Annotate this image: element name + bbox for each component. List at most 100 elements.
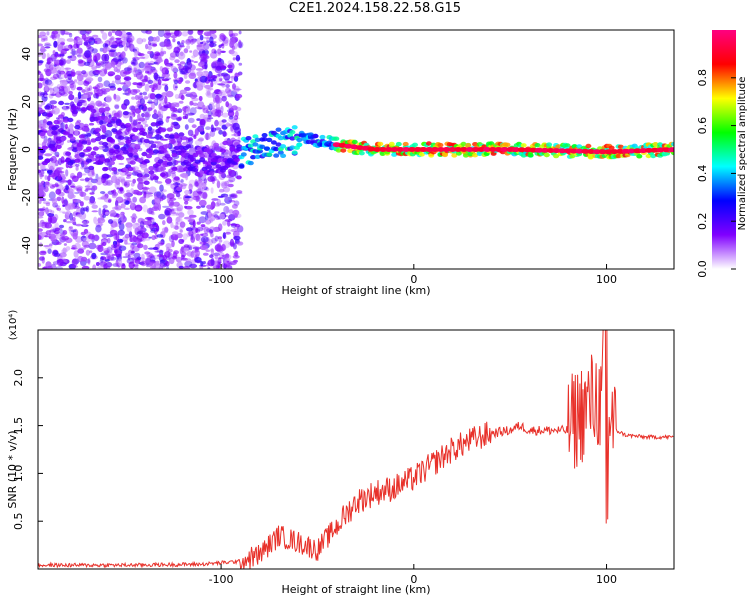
x-tick-label: -100: [209, 573, 234, 586]
heatmap-cell: [81, 241, 89, 248]
heatmap-cell: [227, 103, 233, 110]
heatmap-cell: [195, 181, 199, 187]
heatmap-cell: [161, 92, 168, 97]
heatmap-cell: [133, 69, 137, 73]
heatmap-cell: [38, 188, 45, 196]
heatmap-cell: [168, 257, 175, 265]
heatmap-cell: [121, 51, 126, 59]
heatmap-cell: [122, 150, 129, 155]
heatmap-cell: [44, 94, 48, 98]
heatmap-cell: [59, 79, 68, 87]
heatmap-cell: [373, 147, 382, 152]
heatmap-cell: [43, 245, 51, 247]
heatmap-cell: [74, 158, 81, 163]
heatmap-cell: [130, 119, 139, 126]
heatmap-cell: [186, 227, 193, 232]
heatmap-cell: [598, 149, 607, 155]
heatmap-cell: [581, 148, 590, 154]
heatmap-cell: [291, 125, 298, 130]
heatmap-cell: [451, 153, 458, 158]
heatmap-cell: [425, 141, 432, 146]
heatmap-cell: [585, 143, 592, 149]
heatmap-cell: [64, 123, 68, 130]
heatmap-cell: [120, 124, 127, 129]
heatmap-cell: [169, 106, 176, 112]
heatmap-cell: [63, 243, 67, 246]
heatmap-cell: [218, 239, 223, 243]
heatmap-cell: [164, 133, 171, 139]
heatmap-cell: [38, 34, 42, 39]
heatmap-cell: [69, 212, 73, 221]
heatmap-cell: [154, 141, 159, 144]
heatmap-cell: [144, 124, 149, 127]
heatmap-cell: [143, 110, 151, 114]
heatmap-cell: [174, 59, 180, 63]
heatmap-cell: [57, 174, 62, 180]
heatmap-cell: [193, 134, 197, 139]
heatmap-cell: [219, 202, 226, 206]
heatmap-cell: [50, 155, 57, 164]
heatmap-cell: [117, 58, 122, 62]
heatmap-cell: [166, 156, 173, 161]
heatmap-cell: [431, 147, 439, 152]
heatmap-cell: [104, 265, 108, 268]
heatmap-cell: [169, 52, 177, 58]
heatmap-cell: [148, 36, 154, 42]
heatmap-cell: [207, 114, 212, 118]
heatmap-cell: [88, 242, 97, 250]
heatmap-cell: [128, 231, 133, 238]
heatmap-cell: [198, 199, 207, 207]
heatmap-cell: [89, 192, 95, 195]
heatmap-cell: [92, 234, 100, 241]
heatmap-cell: [211, 198, 219, 201]
heatmap-cell: [49, 100, 58, 105]
heatmap-cell: [146, 134, 152, 139]
heatmap-cell: [225, 253, 230, 259]
heatmap-cell: [49, 87, 55, 95]
heatmap-cell: [178, 116, 183, 121]
heatmap-cell: [126, 174, 132, 177]
heatmap-cell: [88, 70, 96, 77]
heatmap-cell: [222, 258, 228, 264]
heatmap-cell: [197, 187, 202, 196]
heatmap-cell: [236, 144, 243, 149]
heatmap-cell: [166, 161, 173, 166]
heatmap-cell: [68, 94, 75, 101]
heatmap-cell: [95, 224, 102, 233]
heatmap-cell: [234, 72, 240, 77]
heatmap-cell: [170, 121, 175, 128]
heatmap-cell: [227, 60, 232, 66]
heatmap-cell: [236, 190, 243, 194]
heatmap-cell: [259, 144, 266, 149]
heatmap-cell: [147, 40, 151, 46]
heatmap-cell: [52, 50, 56, 55]
heatmap-cell: [38, 43, 43, 47]
heatmap-cell: [41, 38, 46, 42]
heatmap-cell: [147, 126, 153, 131]
heatmap-cell: [148, 186, 157, 194]
heatmap-cell: [118, 162, 125, 165]
heatmap-cell: [65, 151, 72, 156]
heatmap-cell: [207, 176, 215, 182]
heatmap-cell: [230, 75, 234, 82]
heatmap-cell: [132, 135, 139, 140]
y-tick-label: 1.5: [12, 417, 25, 435]
heatmap-cell: [189, 50, 193, 53]
heatmap-cell: [177, 41, 181, 45]
heatmap-cell: [202, 183, 207, 190]
heatmap-cell: [86, 88, 90, 94]
heatmap-cell: [191, 124, 197, 129]
heatmap-cell: [155, 266, 162, 269]
heatmap-cell: [43, 186, 49, 193]
heatmap-cell: [224, 196, 233, 204]
heatmap-cell: [55, 167, 64, 170]
heatmap-cell: [151, 113, 159, 120]
heatmap-cell: [189, 107, 197, 115]
heatmap-cell: [102, 102, 107, 107]
heatmap-cell: [122, 256, 129, 259]
heatmap-cell: [137, 53, 145, 57]
heatmap-cell: [79, 201, 84, 207]
heatmap-cell: [111, 80, 115, 85]
heatmap-cell: [120, 203, 126, 209]
heatmap-cell: [107, 71, 116, 76]
